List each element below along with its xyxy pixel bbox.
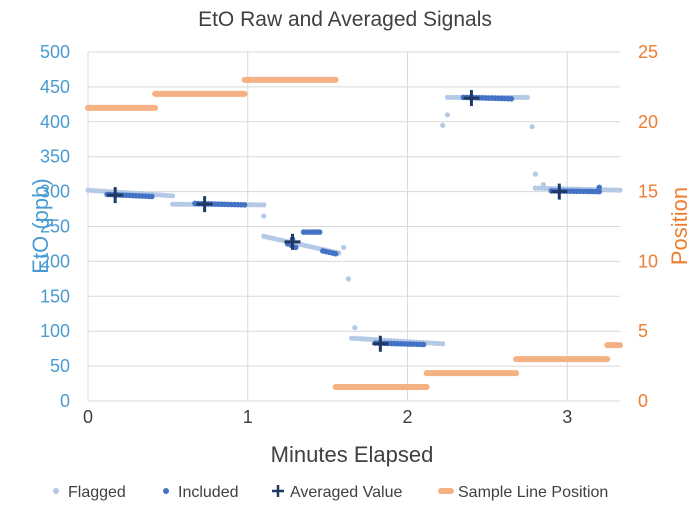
flagged-point — [529, 124, 535, 130]
axis-ticks: 0501001502002503003504004505000510152025… — [40, 42, 658, 427]
included-point — [596, 188, 603, 195]
y-tick-label: 100 — [40, 321, 70, 341]
y2-tick-label: 10 — [638, 251, 658, 271]
included-point — [420, 341, 427, 348]
y-tick-label: 50 — [50, 356, 70, 376]
y2-tick-label: 0 — [638, 391, 648, 411]
grid-lines — [87, 51, 620, 402]
averaged-value-marker — [372, 335, 389, 352]
y-tick-label: 350 — [40, 147, 70, 167]
y-tick-label: 150 — [40, 286, 70, 306]
flagged-point — [524, 94, 530, 100]
averaged-value-marker — [107, 187, 124, 204]
legend: Flagged Included Averaged Value Sample Line… — [53, 484, 608, 501]
averaged-value-marker — [284, 233, 301, 250]
flagged-point — [444, 112, 451, 118]
y-axis-label-right: Position — [667, 187, 692, 265]
averaged-value-marker — [551, 183, 568, 200]
legend-marker — [53, 488, 59, 494]
series-included — [104, 94, 603, 348]
x-tick-label: 1 — [243, 407, 253, 427]
flagged-point — [540, 182, 546, 188]
y2-tick-label: 20 — [638, 112, 658, 132]
legend-label: Averaged Value — [290, 484, 402, 501]
legend-item: Included — [163, 484, 239, 501]
averaged-value-marker — [463, 90, 480, 107]
included-point — [241, 202, 248, 208]
flagged-point — [617, 187, 623, 193]
flagged-point — [170, 193, 176, 199]
y-tick-label: 500 — [40, 42, 70, 62]
y-tick-label: 300 — [40, 182, 70, 202]
legend-label: Included — [178, 484, 239, 501]
legend-label: Sample Line Position — [458, 484, 608, 501]
flagged-point — [440, 122, 446, 128]
legend-item: Sample Line Position — [438, 484, 608, 501]
included-point — [316, 229, 323, 235]
included-point — [149, 193, 155, 200]
y-axis-label-left: EtO (ppb) — [28, 178, 53, 273]
chart-title: EtO Raw and Averaged Signals — [198, 8, 492, 31]
included-point — [596, 184, 603, 191]
y-tick-label: 200 — [40, 251, 70, 271]
x-axis-label: Minutes Elapsed — [271, 442, 434, 467]
included-point — [292, 244, 299, 251]
y2-tick-label: 15 — [638, 182, 658, 202]
flagged-point — [440, 341, 446, 347]
included-point — [332, 250, 339, 257]
x-tick-label: 0 — [83, 407, 93, 427]
legend-marker — [163, 488, 169, 494]
series-averaged-value — [107, 90, 568, 352]
flagged-point — [532, 171, 538, 177]
flagged-point — [261, 202, 267, 208]
x-tick-label: 3 — [562, 407, 572, 427]
flagged-point — [345, 276, 352, 282]
flagged-point — [261, 213, 267, 219]
x-tick-label: 2 — [403, 407, 413, 427]
y-tick-label: 250 — [40, 217, 70, 237]
legend-label: Flagged — [68, 484, 126, 501]
y-tick-label: 0 — [60, 391, 70, 411]
flagged-point — [352, 325, 358, 331]
y2-tick-label: 25 — [638, 42, 658, 62]
averaged-value-marker — [196, 196, 213, 213]
y-tick-label: 400 — [40, 112, 70, 132]
flagged-point — [341, 244, 347, 251]
series-flagged — [85, 94, 623, 347]
y2-tick-label: 5 — [638, 321, 648, 341]
legend-item: Averaged Value — [272, 484, 402, 501]
included-point — [508, 95, 515, 102]
legend-item: Flagged — [53, 484, 126, 501]
y-tick-label: 450 — [40, 77, 70, 97]
series-sample-line-position — [85, 76, 623, 391]
